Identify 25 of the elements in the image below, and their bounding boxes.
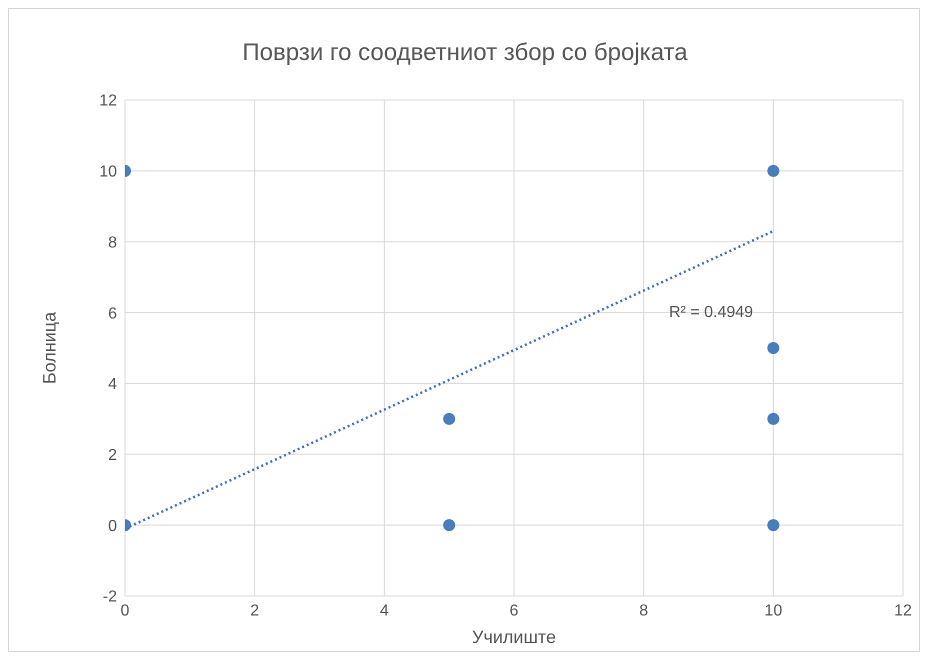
point — [767, 342, 780, 354]
x-axis-title: Училиште — [472, 627, 556, 647]
annotation: R² = 0.4949 — [669, 304, 754, 322]
x-tick-label: 0 — [120, 602, 130, 620]
point — [767, 412, 780, 425]
y-tick-label: 0 — [108, 518, 118, 535]
y-tick-label: 2 — [108, 446, 118, 464]
x-tick-label: 12 — [894, 602, 912, 620]
y-axis-title: Болница — [39, 310, 60, 384]
x-tick-label: 10 — [764, 602, 782, 620]
point — [443, 412, 456, 425]
point — [767, 164, 780, 177]
x-tick-label: 4 — [380, 602, 389, 620]
chart-title: Поврзи го соодветниот збор со бројката — [241, 39, 689, 67]
y-tick-label: 10 — [99, 164, 118, 181]
y-tick-label: 4 — [108, 376, 118, 394]
x-tick-label: 8 — [639, 602, 648, 620]
y-tick-label: 12 — [99, 92, 118, 110]
x-tick-label: 6 — [510, 602, 519, 620]
x-tick-label: 2 — [250, 602, 260, 620]
y-tick-label: -2 — [102, 588, 118, 606]
point — [443, 519, 456, 532]
y-tick-label: 8 — [108, 234, 118, 252]
point — [767, 519, 780, 532]
y-tick-label: 6 — [108, 305, 118, 322]
